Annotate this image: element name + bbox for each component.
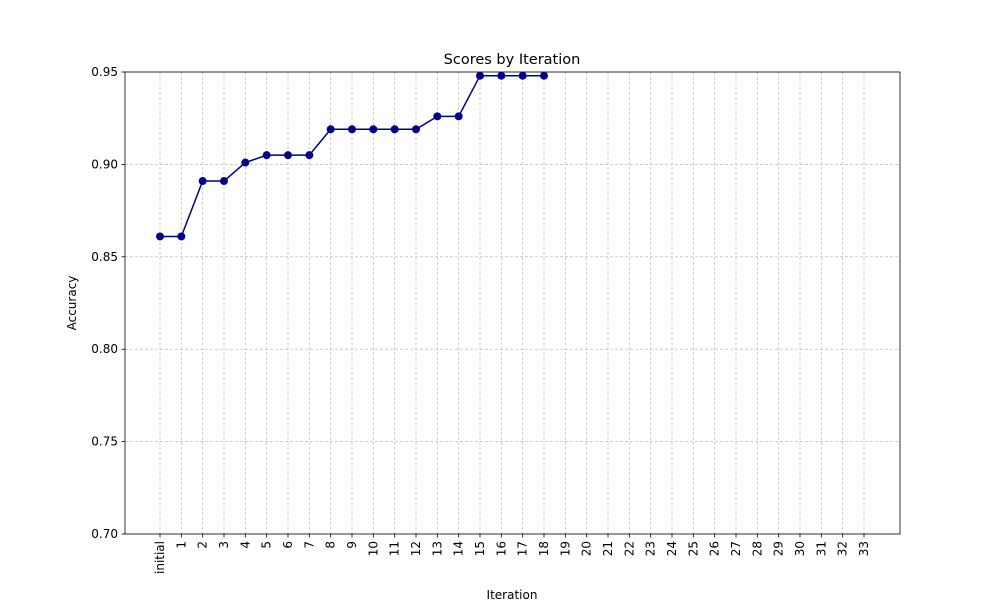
x-tick-label: 30 xyxy=(793,541,807,556)
x-tick-label: 24 xyxy=(665,541,679,556)
x-tick-label: 32 xyxy=(836,541,850,556)
marker xyxy=(284,151,292,160)
marker xyxy=(326,125,335,134)
marker xyxy=(262,151,271,160)
marker xyxy=(220,177,228,186)
x-tick-label: 21 xyxy=(601,541,615,556)
x-tick-label: 22 xyxy=(622,541,636,556)
y-tick-label: 0.90 xyxy=(91,157,118,171)
x-tick-label: 2 xyxy=(196,541,210,549)
y-axis-label: Accuracy xyxy=(65,276,79,331)
x-tick-label: 29 xyxy=(772,541,786,556)
marker xyxy=(198,177,207,186)
marker xyxy=(476,71,484,80)
x-axis-label: Iteration xyxy=(487,588,538,600)
x-tick-label: 26 xyxy=(708,541,722,556)
x-tick-label: 10 xyxy=(366,541,380,556)
x-tick-label: 1 xyxy=(174,541,188,549)
plot-frame xyxy=(124,71,901,535)
chart-title: Scores by Iteration xyxy=(444,52,581,68)
x-tick-label: 25 xyxy=(686,541,700,556)
x-tick-label: 6 xyxy=(281,541,295,549)
x-tick-label: 15 xyxy=(473,541,487,556)
x-tick-label: 19 xyxy=(558,541,572,556)
marker xyxy=(241,158,250,167)
marker xyxy=(540,71,548,80)
x-tick-label: 8 xyxy=(324,541,338,549)
y-tick-label: 0.95 xyxy=(91,65,118,79)
y-tick-label: 0.85 xyxy=(91,250,118,264)
x-tick-label: 12 xyxy=(409,541,423,556)
marker xyxy=(348,125,356,134)
y-tick-label: 0.80 xyxy=(91,342,118,356)
x-tick-label: 20 xyxy=(580,541,594,556)
y-tick-label: 0.75 xyxy=(91,435,118,449)
x-tick-label: 9 xyxy=(345,541,359,549)
x-tick-label: 7 xyxy=(302,541,316,549)
marker xyxy=(305,151,314,160)
marker xyxy=(433,112,442,121)
x-tick-label: 27 xyxy=(729,541,743,556)
x-tick-label: 11 xyxy=(388,541,402,556)
x-tick-label: 4 xyxy=(238,541,252,549)
marker xyxy=(177,232,186,241)
x-tick-label: 14 xyxy=(452,541,466,556)
x-tick-label: 5 xyxy=(260,541,274,549)
x-tick-label: 23 xyxy=(644,541,658,556)
x-tick-label: 33 xyxy=(857,541,871,556)
x-tick-label: 16 xyxy=(494,541,508,556)
x-tick-label: 13 xyxy=(430,541,444,556)
x-tick-label: 17 xyxy=(516,541,530,556)
x-tick-label: 31 xyxy=(814,541,828,556)
marker xyxy=(497,71,506,80)
x-tick-label: 3 xyxy=(217,541,231,549)
marker xyxy=(518,71,527,80)
y-tick-label: 0.70 xyxy=(91,527,118,541)
marker xyxy=(412,125,420,134)
marker xyxy=(369,125,378,134)
x-tick-label: initial xyxy=(153,541,167,574)
marker xyxy=(156,232,164,241)
x-tick-label: 18 xyxy=(537,541,551,556)
x-tick-label: 28 xyxy=(750,541,764,556)
marker xyxy=(454,112,463,121)
marker xyxy=(390,125,399,134)
